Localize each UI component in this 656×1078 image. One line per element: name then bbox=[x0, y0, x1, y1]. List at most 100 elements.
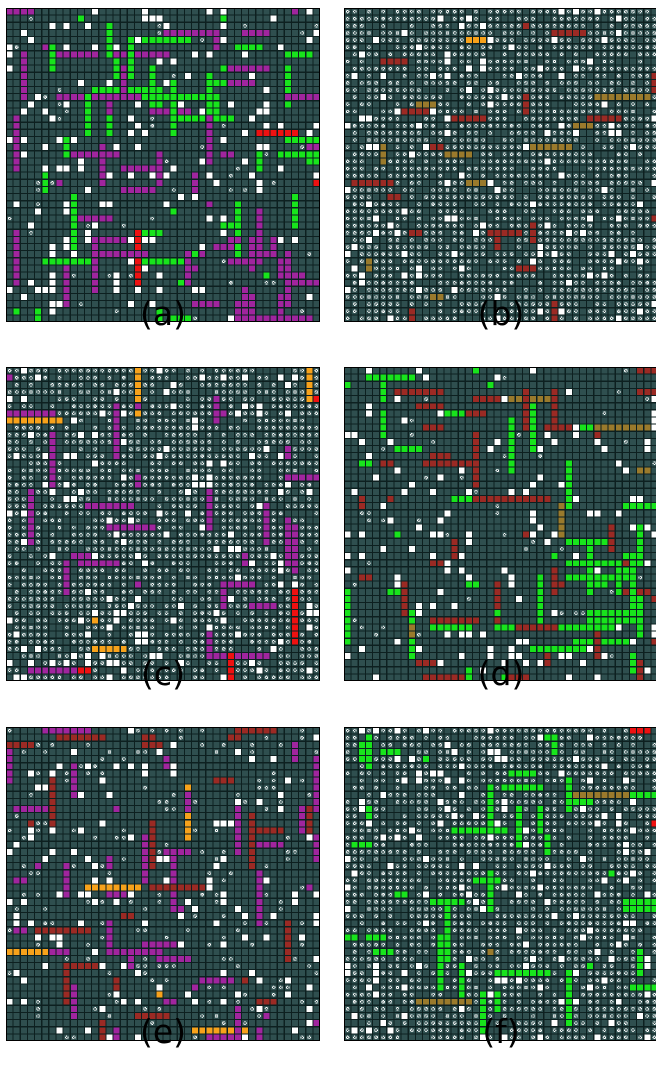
grid-cell bbox=[227, 72, 234, 79]
grid-cell bbox=[63, 215, 70, 222]
grid-cell bbox=[292, 229, 298, 236]
cell-marker-cross bbox=[446, 167, 449, 170]
grid-cell bbox=[249, 222, 256, 229]
cell-marker-cross bbox=[588, 31, 592, 35]
grid-cell bbox=[242, 72, 249, 79]
grid-cell bbox=[299, 272, 306, 279]
cell-marker-cross bbox=[396, 145, 399, 149]
grid-cell bbox=[270, 265, 277, 272]
grid-cell bbox=[185, 94, 191, 101]
grid-cell bbox=[213, 265, 220, 272]
grid-cell bbox=[306, 194, 313, 201]
grid-cell bbox=[35, 151, 42, 158]
grid-cell bbox=[622, 187, 629, 193]
grid-cell bbox=[242, 194, 249, 201]
grid-cell bbox=[185, 129, 191, 136]
grid-cell bbox=[213, 108, 220, 115]
grid-cell bbox=[163, 101, 170, 108]
grid-cell bbox=[256, 187, 263, 193]
cell-marker-cross bbox=[431, 131, 435, 135]
grid-cell bbox=[63, 244, 70, 251]
grid-cell bbox=[77, 251, 84, 258]
grid-cell bbox=[135, 79, 141, 86]
grid-cell bbox=[277, 244, 284, 251]
grid-cell bbox=[156, 272, 163, 279]
grid-cell bbox=[242, 201, 249, 208]
grid-cell bbox=[77, 58, 84, 65]
cell-marker-cross bbox=[638, 152, 642, 156]
grid-cell bbox=[313, 137, 320, 143]
grid-cell bbox=[6, 315, 13, 322]
grid-cell bbox=[185, 194, 191, 201]
grid-cell bbox=[135, 65, 141, 72]
grid-cell bbox=[227, 144, 234, 151]
grid-cell bbox=[270, 122, 277, 129]
grid-cell bbox=[380, 172, 387, 179]
grid-cell bbox=[263, 315, 270, 322]
cell-marker-cross bbox=[389, 174, 392, 178]
cell-marker-cross bbox=[617, 195, 621, 199]
grid-cell bbox=[85, 58, 92, 65]
grid-cell bbox=[234, 79, 241, 86]
grid-cell bbox=[142, 30, 149, 36]
grid-cell bbox=[284, 44, 291, 51]
grid-cell bbox=[28, 101, 34, 108]
grid-cell bbox=[256, 8, 263, 15]
cell-marker-cross bbox=[503, 60, 506, 63]
grid-cell bbox=[313, 208, 320, 215]
grid-cell bbox=[49, 22, 56, 29]
grid-cell bbox=[234, 151, 241, 158]
grid-cell bbox=[28, 301, 34, 308]
grid-cell bbox=[163, 172, 170, 179]
grid-cell bbox=[185, 122, 191, 129]
grid-cell bbox=[177, 115, 184, 122]
cell-marker-cross bbox=[574, 202, 578, 206]
grid-cell bbox=[113, 236, 120, 243]
grid-cell bbox=[49, 172, 56, 179]
grid-cell bbox=[63, 51, 70, 58]
cell-marker-cross bbox=[381, 188, 385, 192]
grid-cell bbox=[28, 65, 34, 72]
grid-cell bbox=[49, 286, 56, 293]
grid-cell bbox=[401, 79, 408, 86]
grid-cell bbox=[85, 236, 92, 243]
grid-cell bbox=[199, 129, 206, 136]
cell-marker-cross bbox=[29, 231, 33, 235]
grid-cell bbox=[523, 94, 529, 101]
grid-cell bbox=[177, 187, 184, 193]
grid-cell bbox=[170, 222, 177, 229]
cell-marker-cross bbox=[446, 145, 449, 149]
grid-cell bbox=[263, 294, 270, 300]
cell-marker-cross bbox=[381, 24, 385, 28]
cell-marker-cross bbox=[510, 195, 514, 199]
grid-cell bbox=[234, 172, 241, 179]
cell-marker-cross bbox=[624, 31, 628, 35]
grid-cell bbox=[120, 236, 127, 243]
grid-cell bbox=[630, 51, 636, 58]
cell-marker-cross bbox=[389, 117, 392, 120]
grid-cell bbox=[113, 301, 120, 308]
cell-marker-cross bbox=[624, 124, 628, 128]
cell-marker-cross bbox=[524, 174, 528, 178]
grid-cell bbox=[234, 8, 241, 15]
cell-marker-cross bbox=[467, 95, 471, 99]
grid-cell bbox=[56, 251, 63, 258]
grid-cell bbox=[227, 222, 234, 229]
cell-marker-cross bbox=[538, 188, 542, 192]
cell-marker-cross bbox=[488, 31, 492, 35]
cell-marker-cross bbox=[453, 31, 456, 35]
grid-cell bbox=[35, 87, 42, 94]
cell-marker-cross bbox=[524, 202, 528, 206]
grid-cell bbox=[508, 115, 515, 122]
cell-marker-cross bbox=[431, 45, 435, 49]
grid-cell bbox=[306, 101, 313, 108]
grid-cell bbox=[299, 222, 306, 229]
cell-marker-cross bbox=[617, 102, 621, 106]
grid-cell bbox=[192, 194, 199, 201]
grid-cell bbox=[270, 308, 277, 315]
grid-cell bbox=[451, 44, 458, 51]
grid-cell bbox=[99, 172, 106, 179]
grid-cell bbox=[465, 151, 472, 158]
grid-cell bbox=[480, 37, 487, 44]
grid-cell bbox=[156, 315, 163, 322]
